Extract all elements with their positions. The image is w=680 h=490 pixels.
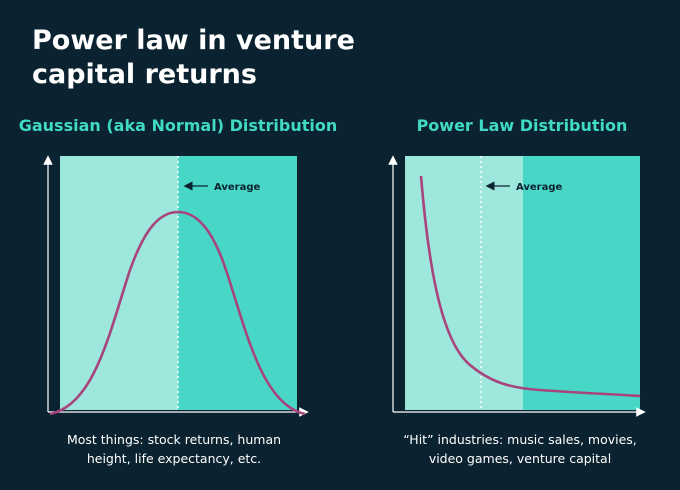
- caption-line: video games, venture capital: [429, 451, 611, 466]
- caption-line: “Hit” industries: music sales, movies,: [403, 432, 637, 447]
- gaussian-curve: [49, 210, 306, 416]
- panel-title: Gaussian (aka Normal) Distribution: [19, 116, 338, 135]
- region-dark: [523, 156, 640, 410]
- panel-title: Power Law Distribution: [417, 116, 628, 135]
- region-light: [405, 156, 523, 410]
- caption-line: Most things: stock returns, human: [67, 432, 281, 447]
- caption-line: height, life expectancy, etc.: [87, 451, 261, 466]
- average-label: Average: [214, 182, 261, 193]
- average-label: Average: [516, 182, 563, 193]
- region-light: [60, 156, 178, 410]
- title-line: Power law in venture: [32, 25, 355, 56]
- title-line: capital returns: [32, 59, 257, 90]
- power-law-curve: [419, 175, 641, 398]
- region-dark: [178, 156, 297, 410]
